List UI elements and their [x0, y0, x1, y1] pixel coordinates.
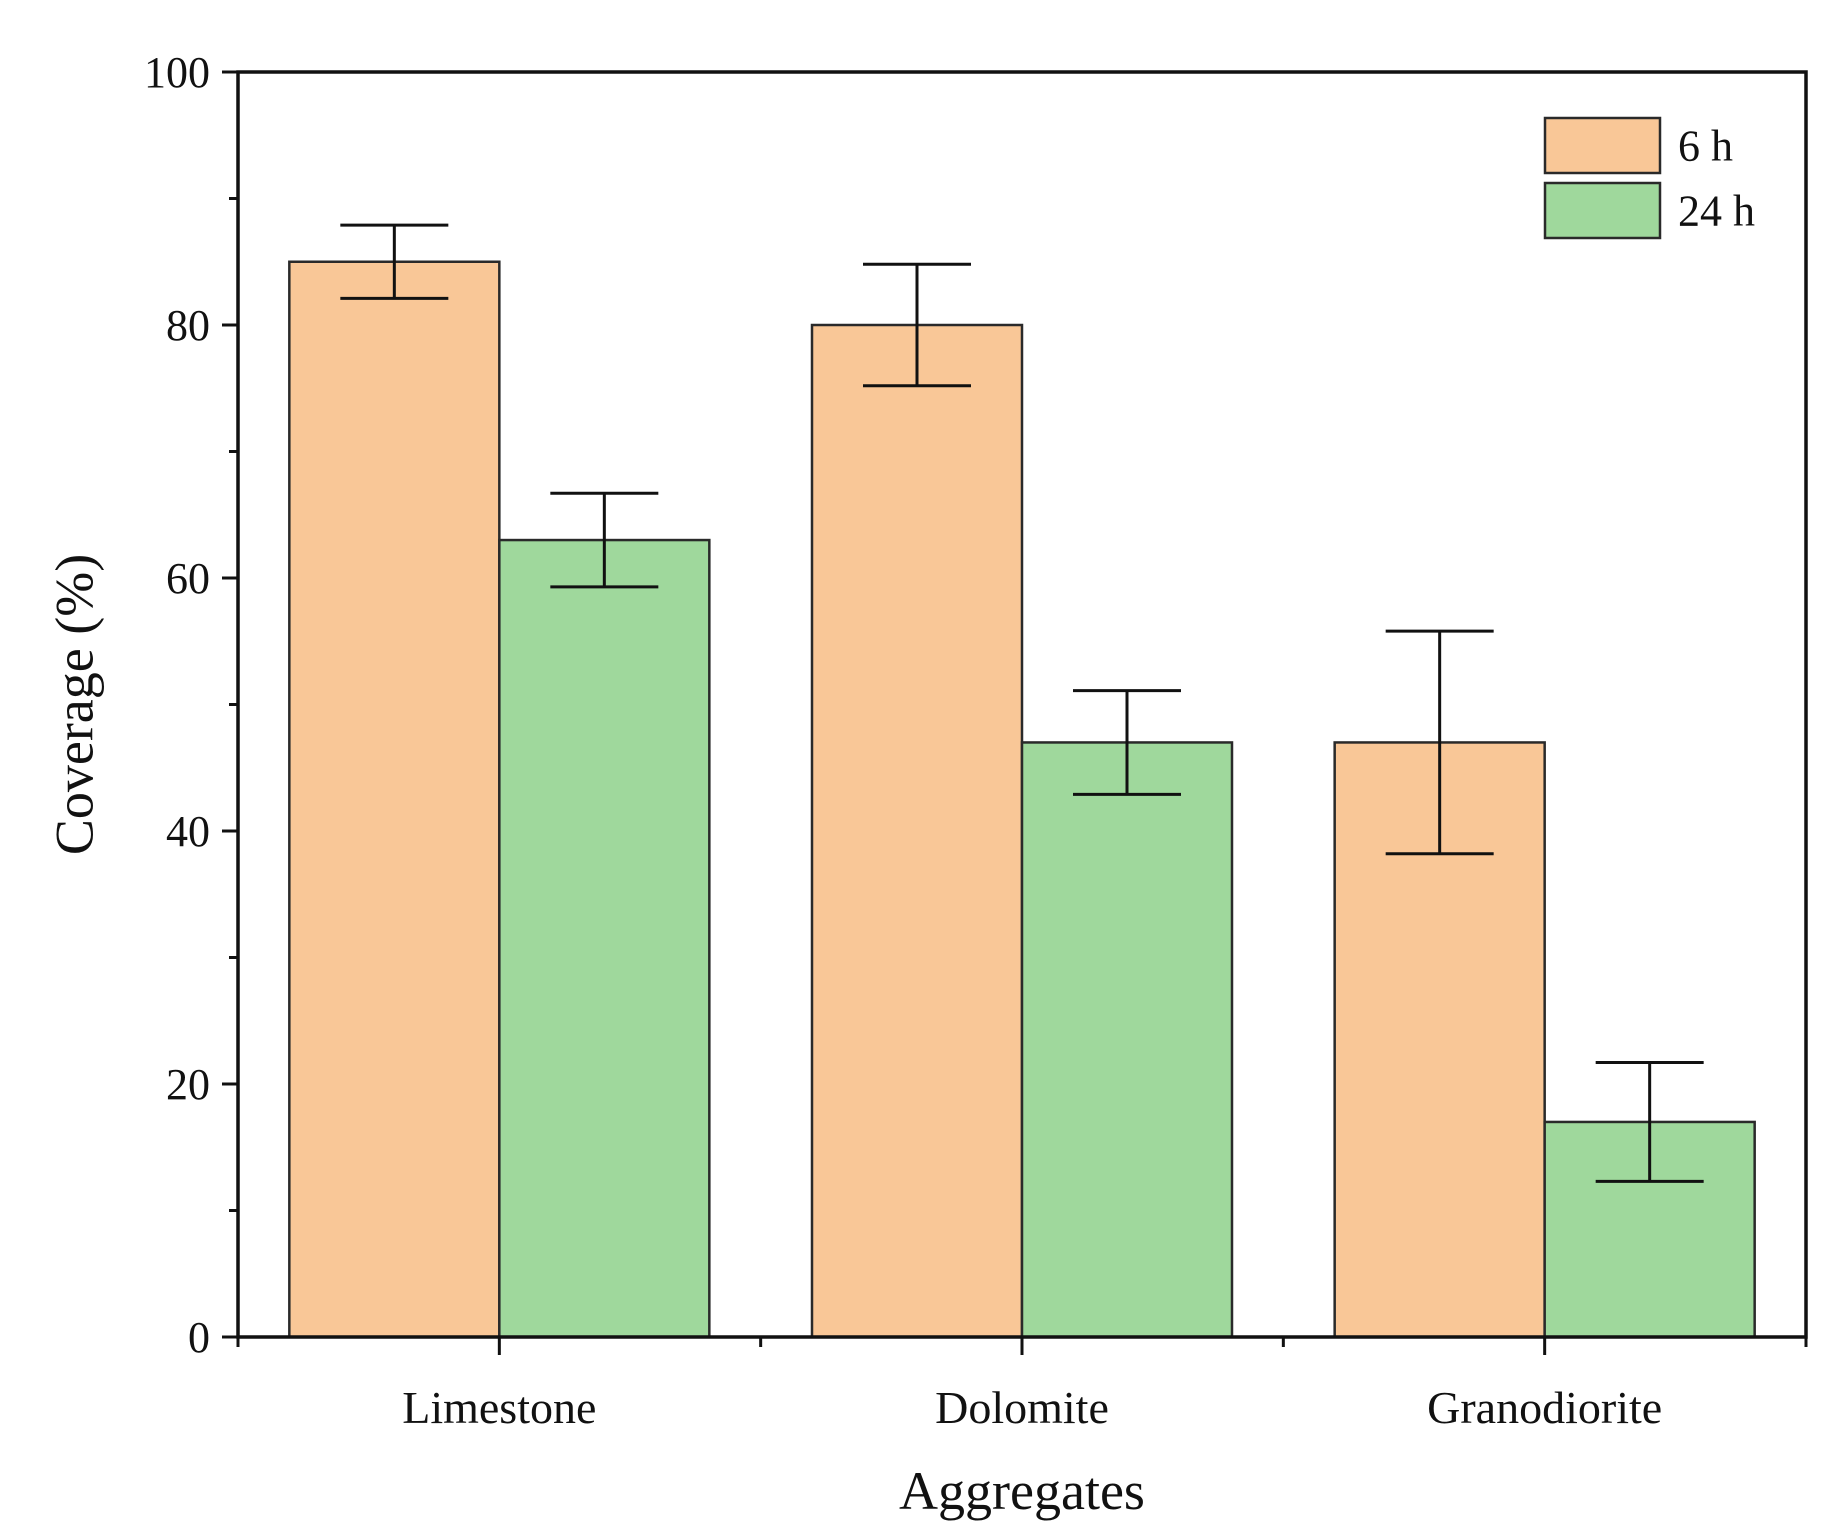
x-tick-label-limestone: Limestone	[402, 1382, 596, 1433]
bar-6h-limestone	[288, 260, 501, 1339]
x-axis-ticks: Limestone Dolomite Granodiorite	[236, 1337, 1808, 1433]
error-bar-6h-granodiorite	[1385, 629, 1494, 856]
legend: 6 h 24 h	[1543, 116, 1755, 240]
y-tick-label: 80	[166, 301, 210, 350]
y-tick-label: 0	[188, 1313, 210, 1362]
error-bar-24h-dolomite	[1073, 689, 1181, 796]
legend-item-6h: 6 h	[1543, 116, 1733, 175]
error-bar-24h-limestone	[550, 491, 659, 589]
bar-24h-dolomite	[1020, 741, 1234, 1339]
legend-swatch	[1543, 181, 1662, 240]
error-bar-6h-limestone	[340, 223, 449, 300]
bar-24h-limestone	[498, 538, 711, 1339]
bar-marks	[288, 260, 1756, 1339]
error-bar-24h-granodiorite	[1595, 1060, 1704, 1183]
legend-item-24h: 24 h	[1543, 181, 1755, 240]
y-tick-label: 40	[166, 807, 210, 856]
y-tick-label: 60	[166, 554, 210, 603]
x-tick-label-dolomite: Dolomite	[935, 1382, 1109, 1433]
legend-label: 6 h	[1678, 122, 1733, 171]
y-axis-ticks: 0 20 40 60 80 100	[144, 48, 238, 1362]
x-tick-label-granodiorite: Granodiorite	[1427, 1382, 1662, 1433]
error-bars	[340, 223, 1704, 1183]
legend-label: 24 h	[1678, 187, 1755, 236]
y-tick-label: 100	[144, 48, 210, 97]
y-tick-label: 20	[166, 1060, 210, 1109]
y-axis-title: Coverage (%)	[44, 554, 104, 855]
x-axis-title: Aggregates	[899, 1461, 1145, 1521]
error-bar-6h-dolomite	[863, 262, 971, 388]
bar-6h-dolomite	[810, 323, 1024, 1339]
legend-swatch	[1543, 116, 1662, 175]
